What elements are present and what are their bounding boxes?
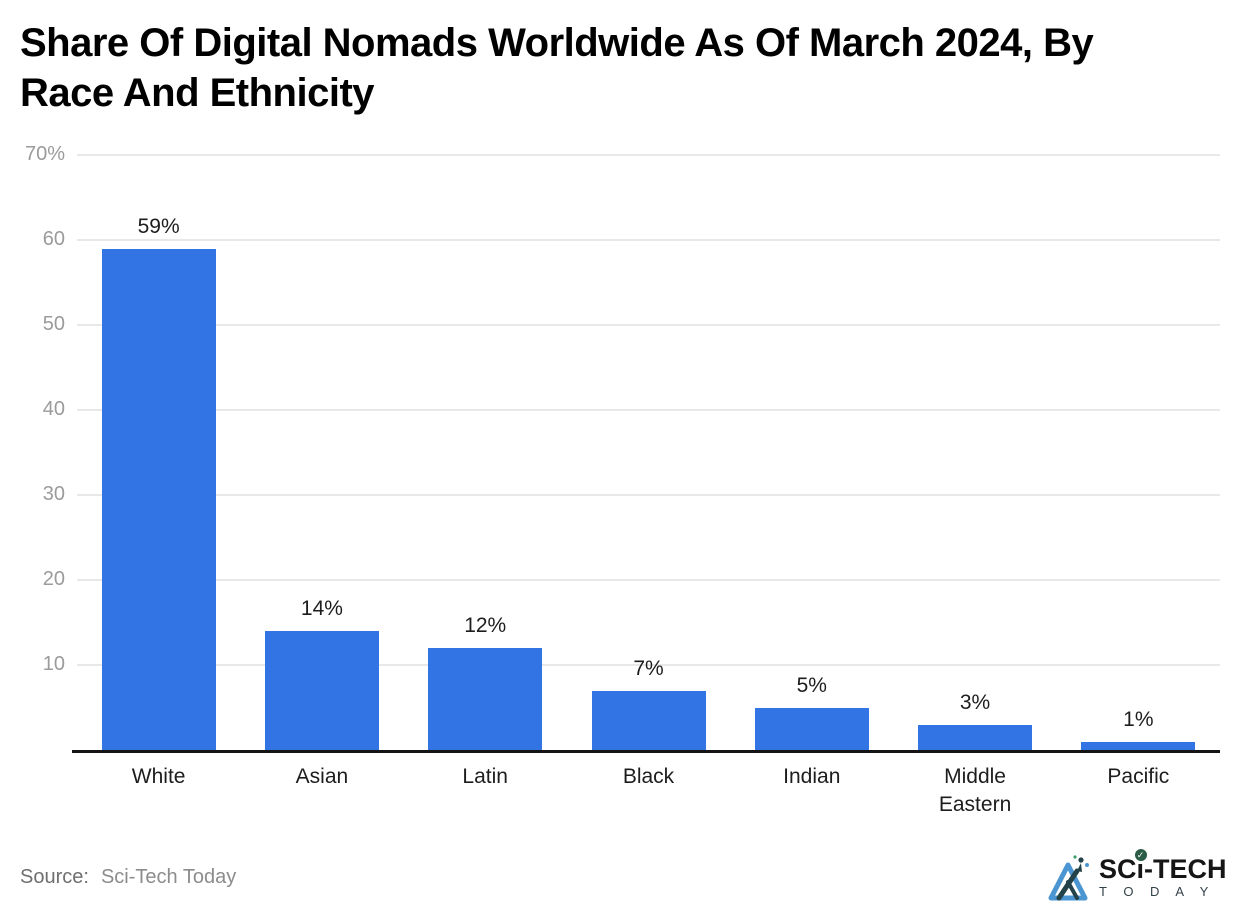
bar <box>754 707 869 750</box>
logo-wordmark: SCı ✓ -TECH <box>1099 849 1227 884</box>
bar <box>1081 741 1196 750</box>
sci-tech-today-logo: SCı ✓ -TECH T O D A Y <box>1044 849 1227 904</box>
chart-title: Share Of Digital Nomads Worldwide As Of … <box>20 18 1220 118</box>
y-axis-tick-label: 70% <box>24 143 65 165</box>
bar-value-label: 1% <box>1123 707 1154 731</box>
x-axis-category-label: Black <box>622 765 675 788</box>
gridline <box>77 664 1220 666</box>
y-axis-tick-label: 50 <box>42 313 65 335</box>
bar-value-label: 7% <box>633 656 664 680</box>
bar-value-label: 3% <box>959 690 991 714</box>
bar <box>428 648 543 750</box>
bar <box>264 631 379 750</box>
logo-text: SCı ✓ -TECH T O D A Y <box>1099 849 1227 900</box>
bar-value-label: 14% <box>300 597 343 620</box>
x-axis-category-label: Indian <box>783 765 841 788</box>
x-axis-category-label: Middle Eastern <box>938 765 1012 816</box>
source-label: Source: <box>20 866 89 888</box>
gridline <box>77 494 1220 496</box>
gridline <box>77 579 1220 581</box>
chart-title-line1: Share Of Digital Nomads Worldwide As Of … <box>20 21 1094 65</box>
x-axis-line <box>72 750 1220 753</box>
gridline <box>77 409 1220 411</box>
bar <box>918 724 1033 750</box>
y-axis-tick-label: 40 <box>42 398 65 420</box>
source-row: Source: Sci-Tech Today <box>20 866 236 889</box>
bar-value-label: 5% <box>796 673 827 697</box>
y-axis-tick-label: 60 <box>42 228 65 250</box>
x-axis-category-label: Pacific <box>1107 765 1170 788</box>
y-axis-tick-label: 10 <box>42 653 65 675</box>
bar-value-label: 59% <box>137 214 180 238</box>
sci-tech-logo-icon <box>1048 855 1089 901</box>
x-axis-category-label: Asian <box>295 765 349 788</box>
y-axis-tick-label: 20 <box>42 568 65 590</box>
gridline <box>77 324 1220 326</box>
bar-value-label: 12% <box>464 614 507 637</box>
gridline <box>77 239 1220 241</box>
chart-title-line2: Race And Ethnicity <box>20 71 375 115</box>
x-axis-category-label: Latin <box>462 765 508 788</box>
logo-today: T O D A Y <box>1099 884 1215 899</box>
check-icon: ✓ <box>1134 849 1147 861</box>
bar <box>101 248 216 750</box>
y-axis-tick-label: 30 <box>42 483 65 505</box>
x-axis-category-label: White <box>131 765 186 788</box>
bar <box>591 690 706 750</box>
gridline <box>77 154 1220 156</box>
source-name: Sci-Tech Today <box>100 866 237 888</box>
